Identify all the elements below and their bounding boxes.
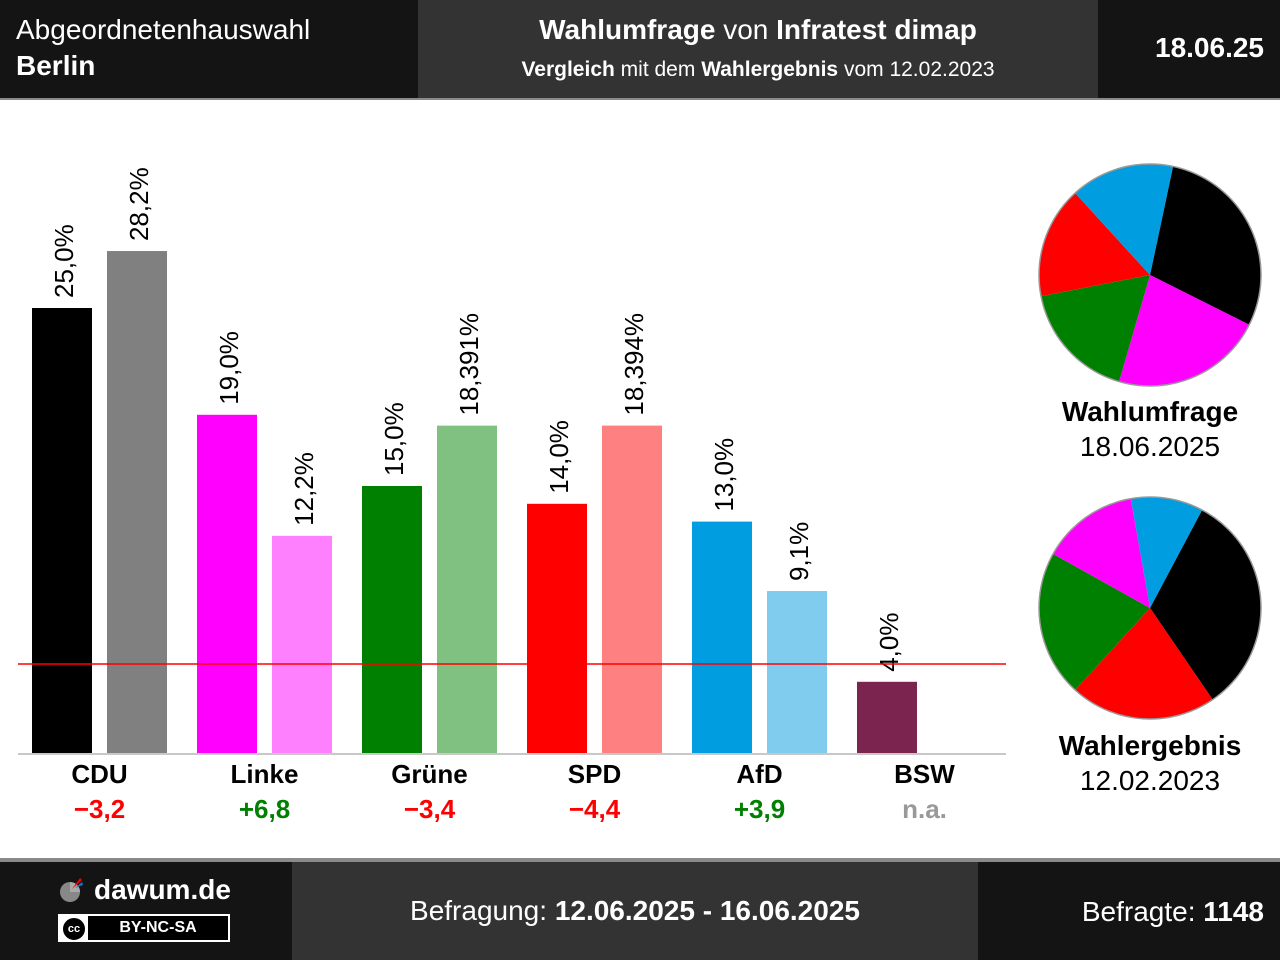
bar-cdu-result (107, 251, 167, 754)
bar-linke-result (272, 535, 332, 753)
change-label: −3,2 (74, 794, 125, 824)
pie-subtitle-poll: 18.06.2025 (1079, 431, 1221, 462)
pie-slice-linke (1119, 275, 1250, 386)
bar-value-label: 15,0% (379, 402, 409, 476)
pie-slice-spd (1075, 608, 1213, 719)
bar-grüne-poll (362, 486, 422, 753)
bar-value-label: 12,2% (289, 452, 319, 526)
header-title-block: Wahlumfrage von Infratest dimap Vergleic… (418, 0, 1098, 98)
bar-value-label: 18,394% (619, 313, 649, 416)
change-label: n.a. (902, 794, 947, 824)
bar-afd-poll (692, 521, 752, 753)
bar-afd-result (767, 591, 827, 753)
header-date-block: 18.06.25 (1098, 0, 1280, 98)
footer-brand-block: dawum.de cc BY-NC-SA (0, 862, 292, 960)
pie-subtitle-result: 12.02.2023 (1079, 765, 1221, 796)
bar-value-label: 4,0% (874, 613, 904, 672)
pie-slice-afd (1075, 164, 1174, 275)
pie-slice-grüne (1039, 553, 1150, 690)
bar-linke-poll (197, 414, 257, 753)
poll-subtitle: Vergleich mit dem Wahlergebnis vom 12.02… (521, 58, 995, 81)
bar-value-label: 14,0% (544, 420, 574, 494)
poll-chart: 25,0% 28,2% CDU −3,2 19,0% 12,2% Linke +6,8 15,0… (18, 163, 1262, 824)
category-label: CDU (71, 759, 127, 789)
sample-size: Befragte: 1148 (1081, 896, 1264, 927)
sample-size-block: Befragte: 1148 (978, 862, 1280, 960)
region-name: Berlin (16, 50, 96, 81)
poll-title: Wahlumfrage von Infratest dimap (539, 14, 977, 45)
dawum-logo-icon (60, 878, 83, 902)
category-label: AfD (736, 759, 782, 789)
bar-value-label: 13,0% (709, 438, 739, 512)
header-bar: Abgeordnetenhauswahl Berlin Wahlumfrage … (0, 0, 1280, 98)
pie-outline (1038, 496, 1262, 720)
bar-value-label: 25,0% (49, 224, 79, 298)
bar-value-label: 9,1% (784, 522, 814, 581)
category-label: Linke (231, 759, 299, 789)
survey-period: Befragung: 12.06.2025 - 16.06.2025 (410, 895, 860, 926)
bar-bsw-poll (857, 681, 917, 753)
header-divider (0, 98, 1280, 100)
license-badge[interactable]: cc BY-NC-SA (58, 914, 230, 942)
pie-outline (1038, 163, 1262, 387)
creative-commons-icon: cc (62, 917, 86, 941)
footer-divider (0, 858, 1280, 862)
pie-slice-spd (1039, 193, 1150, 297)
pie-title-result: Wahlergebnis (1058, 730, 1242, 761)
category-label: Grüne (391, 759, 468, 789)
election-type: Abgeordnetenhauswahl (16, 14, 311, 45)
pie-slice-grüne (1041, 275, 1150, 382)
poll-date: 18.06.25 (1155, 32, 1264, 63)
change-label: +6,8 (239, 794, 290, 824)
pie-slice-cdu (1150, 509, 1261, 700)
pie-slice-cdu (1150, 166, 1261, 325)
pie-title-poll: Wahlumfrage (1061, 396, 1239, 427)
change-label: −3,4 (404, 794, 456, 824)
bar-spd-poll (527, 503, 587, 753)
change-label: −4,4 (569, 794, 621, 824)
bar-spd-result (602, 425, 662, 753)
bar-value-label: 19,0% (214, 331, 244, 405)
category-label: SPD (568, 759, 621, 789)
bar-cdu-poll (32, 308, 92, 753)
pie-slice-linke (1053, 498, 1150, 608)
pie-slice-afd (1130, 497, 1203, 608)
bar-grüne-result (437, 425, 497, 753)
license-text: BY-NC-SA (88, 916, 228, 940)
brand-name[interactable]: dawum.de (94, 874, 231, 905)
bar-value-label: 18,391% (454, 313, 484, 416)
header-region-block: Abgeordnetenhauswahl Berlin (0, 0, 418, 98)
change-label: +3,9 (734, 794, 785, 824)
bar-value-label: 28,2% (124, 167, 154, 241)
footer-bar: dawum.de cc BY-NC-SA Befragung: 12.06.20… (0, 862, 1280, 960)
category-label: BSW (894, 759, 955, 789)
